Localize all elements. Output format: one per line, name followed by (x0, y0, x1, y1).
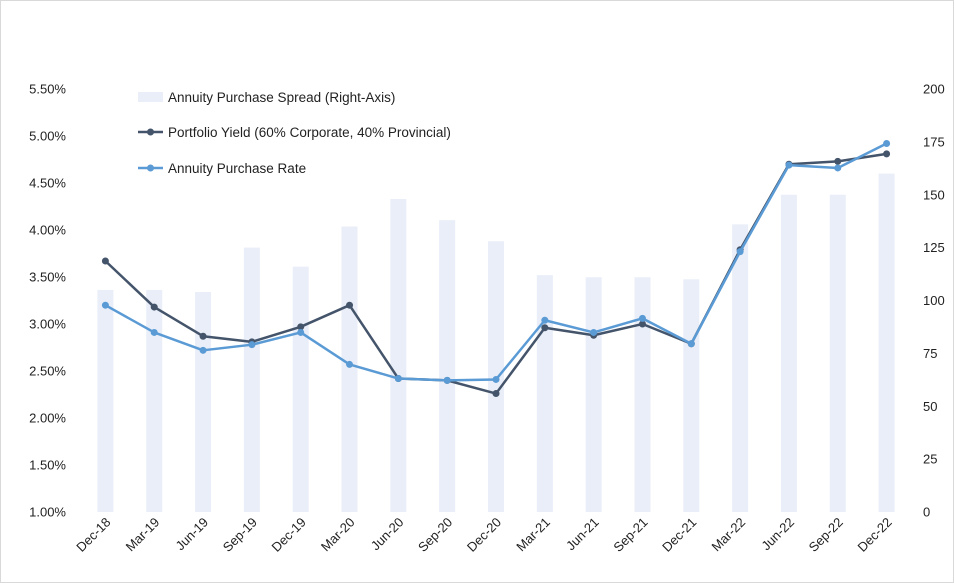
right-tick-label: 150 (923, 187, 945, 202)
x-tick-label: Dec-22 (854, 515, 894, 555)
x-tick-label: Dec-18 (73, 515, 113, 555)
left-tick-label: 2.50% (29, 364, 66, 379)
portfolio-yield-point-dec-20 (492, 390, 500, 398)
portfolio-yield-point-jun-19 (199, 332, 207, 340)
x-tick-label: Jun-19 (172, 515, 211, 554)
x-tick-label: Sep-20 (415, 515, 455, 555)
spread-bar-dec-21 (683, 279, 700, 512)
left-tick-label: 1.50% (29, 458, 66, 473)
annuity-rate-point-sep-22 (834, 164, 842, 172)
spread-bar-jun-22 (780, 194, 797, 512)
right-tick-label: 125 (923, 240, 945, 255)
left-tick-label: 3.00% (29, 317, 66, 332)
legend-item-spread: Annuity Purchase Spread (Right-Axis) (138, 90, 395, 105)
annuity-rate-point-mar-20 (346, 360, 354, 368)
x-tick-label: Sep-19 (220, 515, 260, 555)
right-tick-label: 75 (923, 346, 937, 361)
annuity-rate-point-jun-22 (785, 161, 793, 169)
annuity-rate-point-jun-20 (394, 375, 402, 383)
annuity-rate-point-sep-21 (638, 314, 646, 322)
annuity-rate-point-dec-19 (297, 328, 305, 336)
x-tick-label: Mar-20 (318, 515, 358, 555)
spread-bar-sep-21 (634, 277, 651, 512)
x-tick-label: Sep-21 (610, 515, 650, 555)
left-tick-label: 2.00% (29, 411, 66, 426)
x-tick-label: Dec-21 (659, 515, 699, 555)
annuity-rate-point-jun-19 (199, 346, 207, 354)
right-tick-label: 50 (923, 399, 937, 414)
legend-label-spread: Annuity Purchase Spread (Right-Axis) (168, 90, 395, 105)
annuity-rate-point-jun-21 (590, 328, 598, 336)
legend-marker-annuity-rate (147, 164, 154, 172)
portfolio-yield-point-mar-19 (150, 303, 158, 311)
series-lines (101, 140, 891, 398)
x-axis: Dec-18 Mar-19 Jun-19 Sep-19 Dec-19 Mar-20 Jun-… (73, 515, 894, 555)
x-tick-label: Mar-19 (123, 515, 163, 555)
left-tick-label: 5.50% (29, 82, 66, 97)
portfolio-yield-point-dec-18 (101, 257, 109, 265)
annuity-rate-point-dec-18 (101, 301, 109, 309)
portfolio-yield-point-sep-21 (638, 320, 646, 328)
left-tick-label: 4.00% (29, 223, 66, 238)
right-tick-label: 0 (923, 505, 930, 520)
portfolio-yield-point-mar-21 (541, 324, 549, 332)
annuity-rate-point-mar-19 (150, 328, 158, 336)
legend-item-portfolio-yield: Portfolio Yield (60% Corporate, 40% Prov… (138, 125, 451, 140)
spread-bar-mar-20 (341, 226, 358, 512)
left-tick-label: 5.00% (29, 129, 66, 144)
spread-bar-dec-22 (878, 173, 895, 512)
x-tick-label: Mar-22 (709, 515, 749, 555)
legend-marker-portfolio-yield (147, 128, 154, 136)
legend: Annuity Purchase Spread (Right-Axis) Por… (138, 90, 451, 176)
right-tick-label: 175 (923, 134, 945, 149)
spread-bar-sep-22 (829, 194, 846, 512)
spread-bar-mar-22 (732, 224, 749, 513)
spread-bar-sep-20 (439, 220, 456, 512)
legend-swatch-spread (138, 92, 163, 102)
x-tick-label: Dec-20 (464, 515, 504, 555)
portfolio-yield-point-dec-22 (883, 150, 891, 158)
spread-bar-dec-19 (292, 266, 309, 512)
right-tick-label: 100 (923, 293, 945, 308)
right-axis: 0 25 50 75 100 125 150 175 200 (923, 82, 945, 520)
spread-bar-jun-20 (390, 198, 407, 513)
right-tick-label: 200 (923, 82, 945, 97)
portfolio-yield-point-sep-22 (834, 157, 842, 165)
spread-bar-sep-19 (243, 247, 260, 512)
spread-bar-jun-21 (585, 277, 602, 512)
x-tick-label: Jun-21 (563, 515, 602, 554)
x-tick-label: Sep-22 (806, 515, 846, 555)
left-tick-label: 1.00% (29, 505, 66, 520)
spread-bar-mar-21 (536, 275, 553, 512)
annuity-rate-point-dec-20 (492, 375, 500, 383)
spread-bar-dec-18 (97, 289, 114, 512)
left-tick-label: 3.50% (29, 270, 66, 285)
legend-item-annuity-rate: Annuity Purchase Rate (138, 161, 306, 176)
spread-bars (97, 173, 895, 513)
portfolio-yield-point-mar-20 (346, 301, 354, 309)
spread-bar-mar-19 (146, 289, 163, 512)
x-tick-label: Mar-21 (513, 515, 553, 555)
left-tick-label: 4.50% (29, 176, 66, 191)
legend-label-portfolio-yield: Portfolio Yield (60% Corporate, 40% Prov… (168, 125, 451, 140)
left-axis: 1.00% 1.50% 2.00% 2.50% 3.00% 3.50% 4.00% 4.50%… (29, 82, 66, 520)
x-tick-label: Jun-20 (368, 515, 407, 554)
annuity-rate-point-sep-19 (248, 341, 256, 349)
spread-bar-jun-19 (195, 292, 212, 512)
annuity-rate-point-dec-21 (687, 340, 695, 348)
x-tick-label: Dec-19 (269, 515, 309, 555)
legend-label-annuity-rate: Annuity Purchase Rate (168, 161, 306, 176)
annuity-rate-point-mar-21 (541, 316, 549, 324)
annuity-rate-point-mar-22 (736, 248, 744, 256)
x-tick-label: Jun-22 (758, 515, 797, 554)
portfolio-yield-point-dec-19 (297, 323, 305, 331)
annuity-rate-point-sep-20 (443, 376, 451, 384)
annuity-rate-point-dec-22 (883, 140, 891, 148)
right-tick-label: 25 (923, 452, 937, 467)
